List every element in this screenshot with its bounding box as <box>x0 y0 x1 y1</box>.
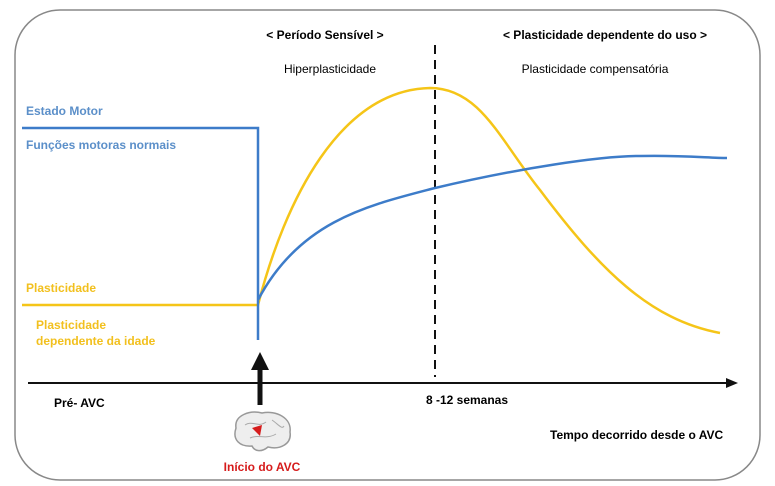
header-label: < Plasticidade dependente do uso > <box>503 28 707 42</box>
brain-icon <box>234 411 291 452</box>
time-label: 8 -12 semanas <box>426 393 508 407</box>
plasticity-curve <box>22 86 721 335</box>
time-label: Pré- AVC <box>54 396 105 410</box>
plasticity-label: Plasticidade <box>26 281 96 295</box>
motor-label: Estado Motor <box>26 104 103 118</box>
plasticity-label: dependente da idade <box>36 334 156 348</box>
frame <box>14 9 761 481</box>
header-label: < Período Sensível > <box>266 28 383 42</box>
axis-arrow <box>726 378 738 388</box>
plasticity-label: Plasticidade <box>36 318 106 332</box>
motor-label: Funções motoras normais <box>26 138 176 152</box>
phase-label: Hiperplasticidade <box>284 62 376 76</box>
onset-label: Início do AVC <box>224 460 301 474</box>
onset-arrowhead <box>251 352 269 370</box>
phase-label: Plasticidade compensatória <box>522 62 669 76</box>
motor-curve <box>22 126 728 340</box>
axis-title: Tempo decorrido desde o AVC <box>550 428 723 442</box>
